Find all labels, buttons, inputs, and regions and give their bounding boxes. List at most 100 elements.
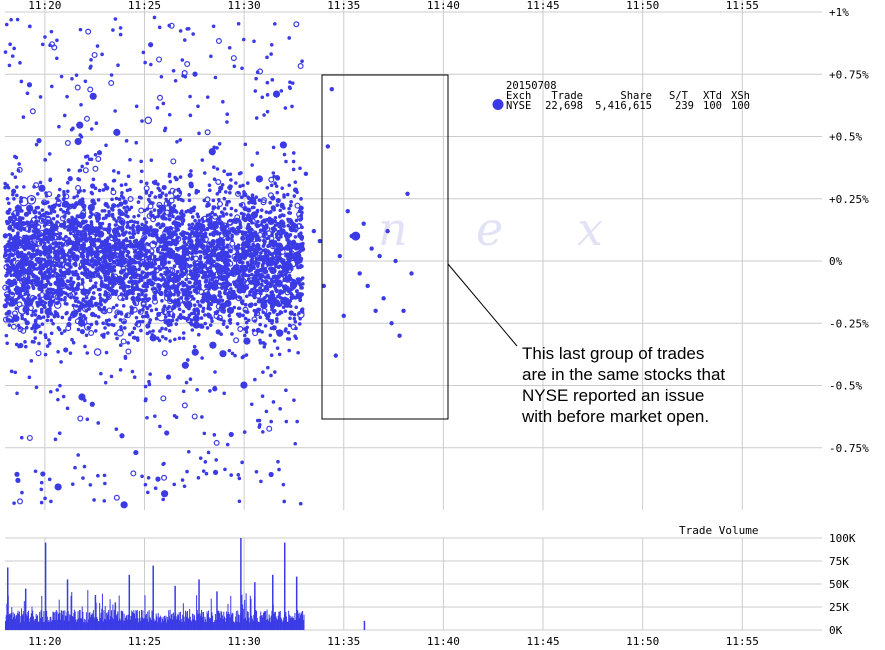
volume-bar <box>233 622 235 630</box>
trade-point <box>16 323 21 328</box>
trade-point <box>145 298 150 303</box>
trade-point <box>176 282 181 287</box>
annotation-line: with before market open. <box>521 407 709 426</box>
volume-bar <box>254 582 256 630</box>
trade-point <box>97 188 102 193</box>
trade-point <box>78 312 83 317</box>
volume-bar <box>55 611 57 630</box>
trade-point <box>220 298 225 303</box>
trade-point <box>110 208 115 212</box>
trade-point <box>197 268 204 275</box>
trade-point <box>163 287 172 296</box>
trade-point <box>187 238 194 245</box>
trade-point <box>163 200 170 207</box>
trade-point <box>275 190 280 195</box>
trade-point <box>103 290 108 294</box>
volume-bar <box>190 620 192 630</box>
volume-bar <box>6 603 8 630</box>
volume-bar <box>58 599 60 630</box>
trade-point <box>129 205 134 210</box>
trade-point <box>36 138 42 144</box>
trade-point <box>149 158 154 162</box>
trade-point <box>149 225 153 229</box>
trade-point <box>253 262 257 266</box>
trade-point <box>261 307 268 314</box>
trade-point <box>42 304 46 308</box>
trade-point <box>105 242 110 247</box>
trade-point <box>131 259 137 265</box>
trade-point <box>260 197 267 204</box>
trade-point <box>187 198 192 203</box>
trade-point <box>216 200 223 207</box>
volume-bar <box>16 613 18 630</box>
volume-bar <box>27 611 29 630</box>
trade-point <box>57 124 61 129</box>
trade-point <box>131 270 136 274</box>
volume-bar <box>74 611 76 630</box>
trade-point <box>271 145 276 150</box>
trade-point <box>173 337 177 342</box>
trade-point <box>161 244 166 248</box>
trade-point <box>295 289 299 293</box>
volume-bar <box>139 617 141 630</box>
trade-point <box>245 325 250 330</box>
trade-point <box>181 213 186 218</box>
trade-point <box>243 316 248 321</box>
trade-point <box>125 243 130 248</box>
volume-bar <box>85 619 87 630</box>
volume-bar <box>163 620 165 630</box>
trade-point <box>143 398 148 403</box>
volume-bar <box>231 612 233 630</box>
trade-point <box>96 150 103 156</box>
trade-point <box>43 301 48 305</box>
trade-point <box>257 425 262 429</box>
trade-point <box>204 283 210 289</box>
trade-point <box>219 350 227 358</box>
trade-point <box>162 212 167 216</box>
trade-point <box>111 179 116 183</box>
volume-bar <box>258 621 260 630</box>
trade-point <box>293 283 298 288</box>
trade-point <box>337 253 342 259</box>
trade-point <box>117 247 122 251</box>
trade-point <box>26 208 31 212</box>
trade-point <box>98 287 102 292</box>
trade-point <box>233 295 237 300</box>
trade-point <box>184 61 191 68</box>
trade-point <box>289 292 294 296</box>
trade-point <box>58 383 62 388</box>
trade-point <box>201 469 206 473</box>
volume-bar <box>270 622 272 630</box>
volume-bar <box>51 621 53 630</box>
trade-point <box>9 369 14 374</box>
trade-point <box>134 140 139 145</box>
trade-point <box>190 222 195 226</box>
trade-point <box>14 205 19 210</box>
trade-point <box>111 323 116 328</box>
trade-point <box>195 291 199 295</box>
trade-point <box>112 169 116 173</box>
trade-point <box>279 229 284 233</box>
volume-bar <box>277 619 279 630</box>
trade-point <box>55 214 60 218</box>
trade-point <box>156 94 163 101</box>
trade-point <box>250 163 254 167</box>
trade-point <box>125 188 130 193</box>
trade-point <box>12 257 17 261</box>
trade-point <box>158 225 163 230</box>
trade-point <box>188 377 193 382</box>
trade-point <box>254 195 259 199</box>
legend-exch: NYSE <box>506 100 531 112</box>
trade-point <box>118 343 123 348</box>
trade-point <box>264 223 269 227</box>
trade-point <box>237 257 242 262</box>
trade-point <box>23 292 28 296</box>
trade-point <box>282 152 287 157</box>
trade-point <box>246 318 251 323</box>
trade-point <box>70 282 75 287</box>
trade-point <box>38 330 43 335</box>
trade-point <box>187 172 193 178</box>
trade-point <box>35 350 42 357</box>
trade-point <box>292 187 299 193</box>
